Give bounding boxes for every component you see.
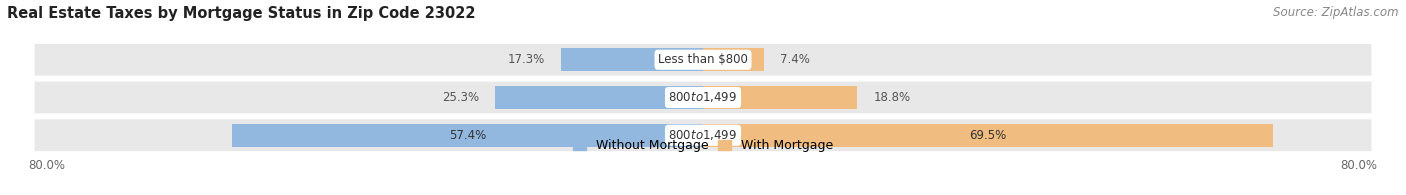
Text: Source: ZipAtlas.com: Source: ZipAtlas.com bbox=[1274, 6, 1399, 19]
Text: 18.8%: 18.8% bbox=[873, 91, 911, 104]
Text: Less than $800: Less than $800 bbox=[658, 53, 748, 66]
Bar bbox=[232, 124, 703, 147]
Bar bbox=[495, 86, 703, 109]
FancyBboxPatch shape bbox=[35, 119, 1371, 151]
Text: $800 to $1,499: $800 to $1,499 bbox=[668, 128, 738, 142]
FancyBboxPatch shape bbox=[35, 44, 1371, 76]
Legend: Without Mortgage, With Mortgage: Without Mortgage, With Mortgage bbox=[574, 139, 832, 152]
Text: Real Estate Taxes by Mortgage Status in Zip Code 23022: Real Estate Taxes by Mortgage Status in … bbox=[7, 6, 475, 21]
Bar bbox=[703, 124, 1272, 147]
Text: 25.3%: 25.3% bbox=[441, 91, 479, 104]
Bar bbox=[703, 48, 763, 71]
Bar bbox=[561, 48, 703, 71]
Text: 7.4%: 7.4% bbox=[780, 53, 810, 66]
Text: $800 to $1,499: $800 to $1,499 bbox=[668, 90, 738, 105]
Text: 17.3%: 17.3% bbox=[508, 53, 544, 66]
FancyBboxPatch shape bbox=[35, 82, 1371, 113]
Bar bbox=[703, 86, 858, 109]
Text: 57.4%: 57.4% bbox=[449, 129, 486, 142]
Text: 69.5%: 69.5% bbox=[969, 129, 1007, 142]
